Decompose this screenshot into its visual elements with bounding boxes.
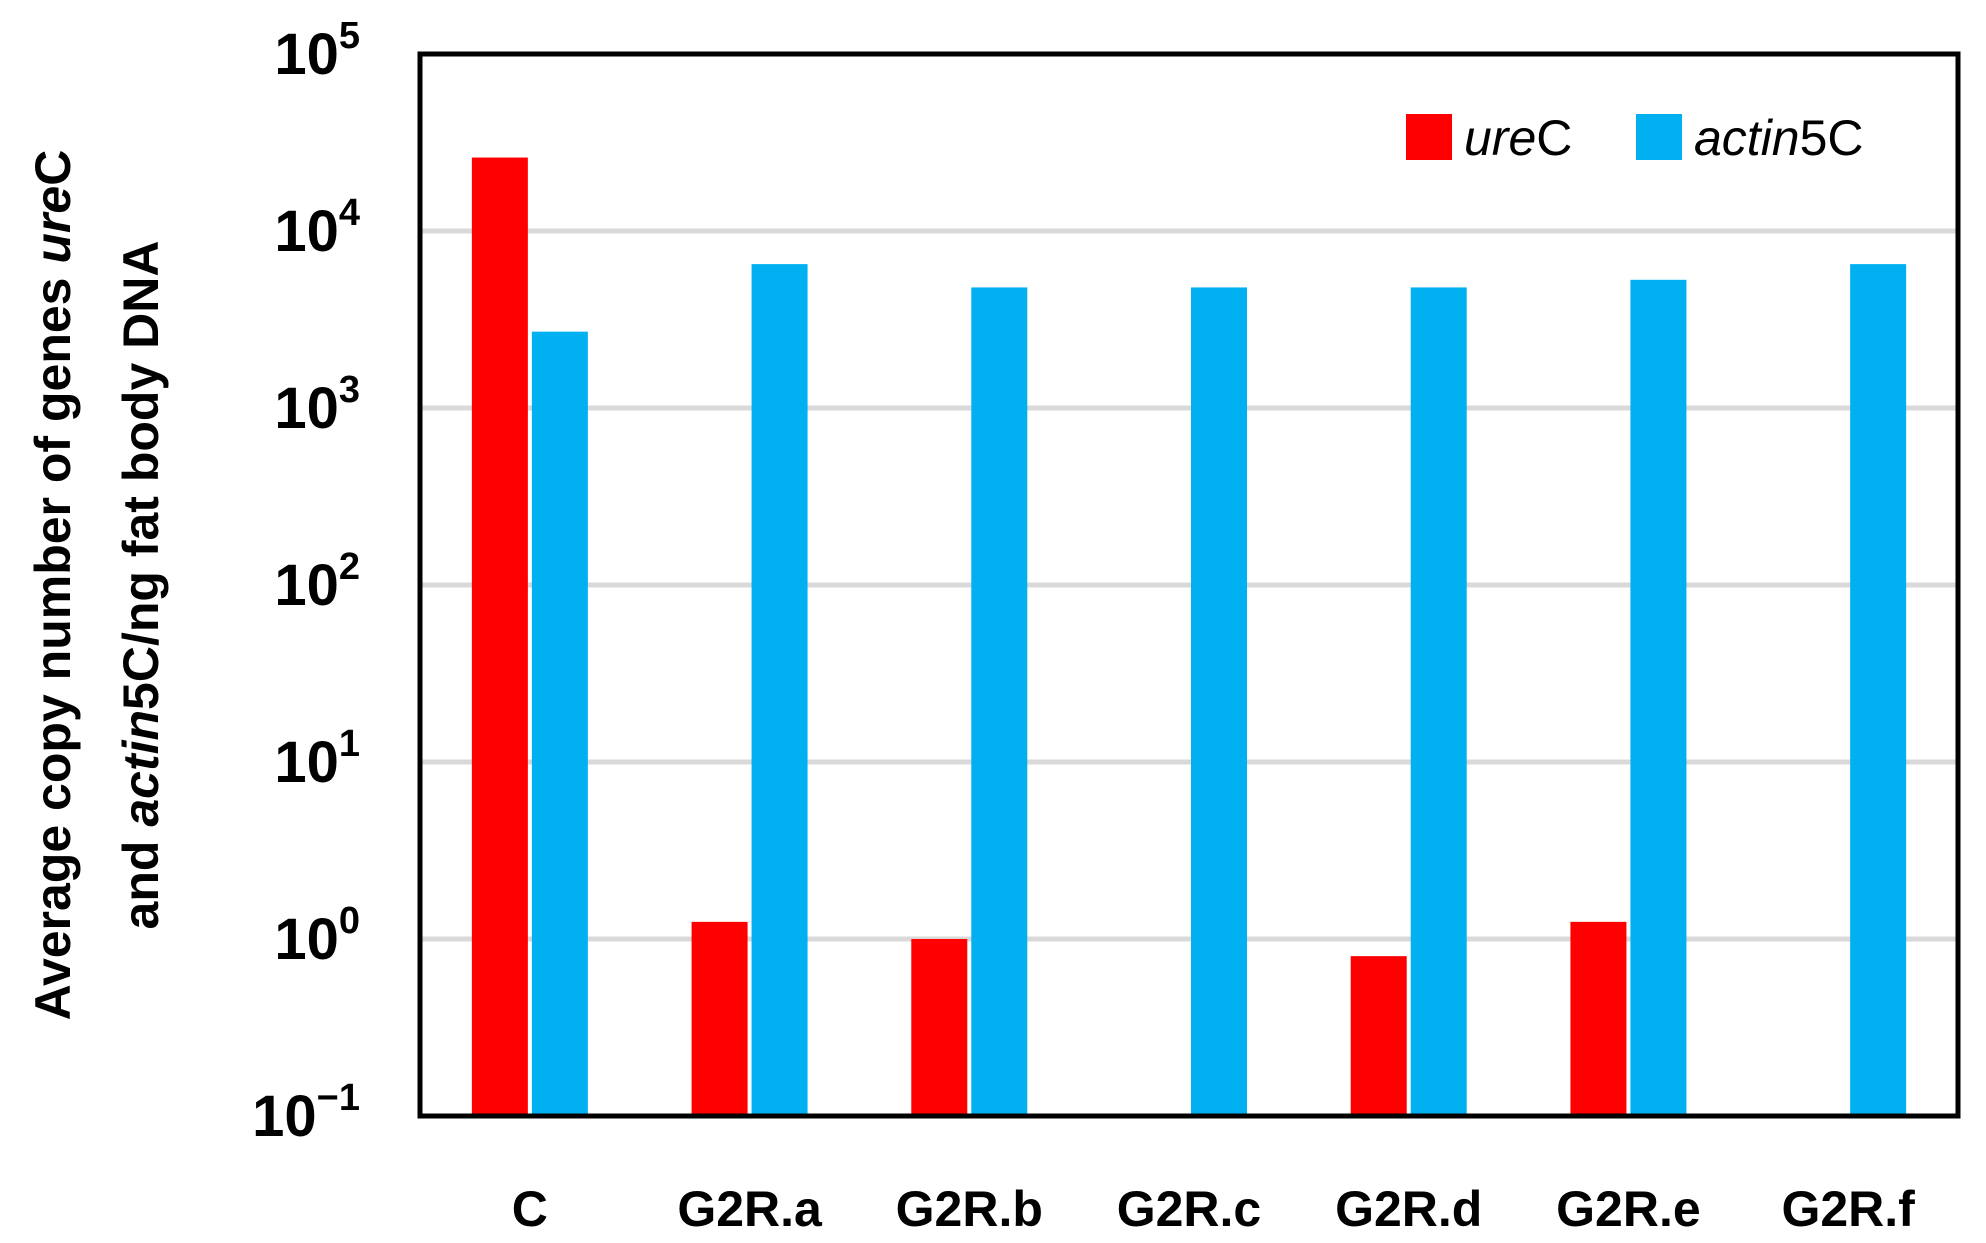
legend: ureC actin5C [1406, 110, 1864, 166]
legend-item-ureC: ureC [1406, 110, 1572, 166]
bar-actin5C-C [531, 331, 588, 1116]
y-tick-label: 101 [274, 723, 360, 795]
y-axis-ticks: 10−1 100 101 102 103 104 105 [252, 15, 360, 1149]
y-tick-label: 100 [274, 900, 360, 972]
x-tick-label: G2R.f [1781, 1181, 1915, 1237]
y-axis-title: Average copy number of genes ureC and act… [25, 150, 169, 1021]
legend-swatch [1406, 114, 1452, 160]
gridlines [420, 228, 1958, 942]
y-tick-label: 104 [274, 192, 360, 264]
x-tick-label: G2R.e [1556, 1181, 1701, 1237]
x-tick-label: G2R.c [1117, 1181, 1262, 1237]
y-tick-label: 105 [274, 15, 360, 87]
bar-actin5C-G2R-a [751, 264, 808, 1116]
bar-actin5C-G2R-d [1410, 287, 1467, 1116]
bar-ureC-G2R-d [1350, 956, 1407, 1116]
x-tick-label: G2R.b [896, 1181, 1043, 1237]
legend-item-actin5C: actin5C [1636, 110, 1864, 166]
bar-actin5C-G2R-c [1191, 287, 1247, 1116]
x-tick-label: C [512, 1181, 548, 1237]
bars [471, 157, 1907, 1117]
legend-label: actin5C [1694, 110, 1864, 166]
bar-actin5C-G2R-b [971, 287, 1028, 1116]
bar-actin5C-G2R-e [1630, 279, 1687, 1116]
y-axis-title-line: and actin5C/ng fat body DNA [113, 241, 169, 930]
legend-swatch [1636, 114, 1682, 160]
bar-ureC-G2R-a [691, 921, 748, 1116]
bar-ureC-G2R-e [1570, 921, 1627, 1116]
bar-ureC-C [471, 157, 528, 1117]
x-tick-label: G2R.d [1335, 1181, 1482, 1237]
plot-frame [417, 51, 1961, 1119]
y-axis-title-line: Average copy number of genes ureC [25, 150, 81, 1021]
y-tick-label: 10−1 [252, 1077, 360, 1149]
y-tick-label: 102 [274, 546, 360, 618]
x-tick-label: G2R.a [677, 1181, 823, 1237]
bar-ureC-G2R-b [911, 939, 968, 1116]
x-axis-ticks: C G2R.a G2R.b G2R.c G2R.d G2R.e G2R.f [512, 1181, 1915, 1237]
legend-label: ureC [1464, 110, 1572, 166]
bar-actin5C-G2R-f [1850, 264, 1907, 1116]
y-tick-label: 103 [274, 369, 360, 441]
